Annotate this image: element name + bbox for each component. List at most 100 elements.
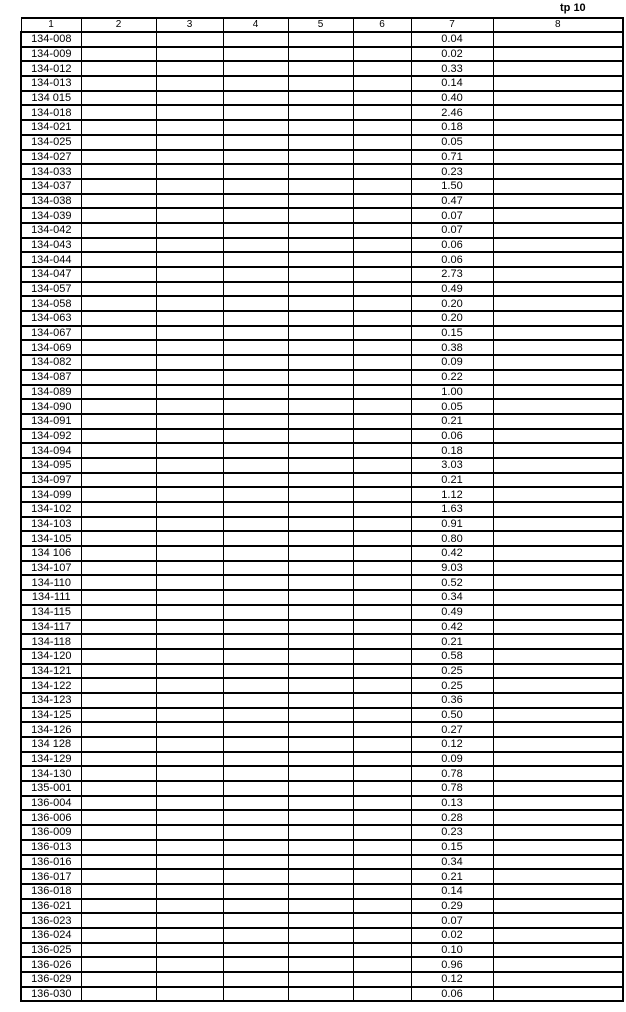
table-row: 134-039 0.07 bbox=[20, 207, 624, 224]
table-row: 134-126 0.27 bbox=[20, 721, 624, 738]
cell-empty bbox=[287, 619, 354, 636]
cell-empty bbox=[80, 398, 157, 415]
cell-empty bbox=[222, 721, 289, 738]
cell-empty bbox=[492, 545, 624, 562]
cell-id: 134-103 bbox=[20, 516, 82, 533]
cell-id: 135-001 bbox=[20, 780, 82, 797]
cell-value: 0.22 bbox=[410, 369, 494, 386]
cell-empty bbox=[80, 898, 157, 915]
cell-value: 0.10 bbox=[410, 942, 494, 959]
column-header-8: 8 bbox=[492, 17, 624, 33]
cell-id: 134-058 bbox=[20, 295, 82, 313]
table-row: 134-044 0.06 bbox=[20, 251, 624, 268]
cell-empty bbox=[352, 413, 412, 430]
cell-id: 134-021 bbox=[20, 119, 82, 136]
cell-empty bbox=[80, 824, 157, 841]
cell-empty bbox=[287, 721, 354, 738]
cell-value: 0.80 bbox=[410, 530, 494, 548]
cell-empty bbox=[352, 648, 412, 665]
cell-empty bbox=[80, 354, 157, 371]
cell-empty bbox=[155, 486, 224, 503]
cell-empty bbox=[352, 721, 412, 738]
cell-empty bbox=[155, 90, 224, 107]
cell-empty bbox=[155, 633, 224, 650]
cell-value: 1.50 bbox=[410, 178, 494, 195]
cell-empty bbox=[155, 809, 224, 827]
cell-value: 0.18 bbox=[410, 442, 494, 459]
cell-empty bbox=[80, 854, 157, 871]
cell-empty bbox=[222, 472, 289, 489]
cell-empty bbox=[352, 295, 412, 313]
table-row: 134-063 0.20 bbox=[20, 310, 624, 327]
cell-empty bbox=[492, 457, 624, 474]
cell-id: 134-115 bbox=[20, 604, 82, 621]
cell-id: 136-013 bbox=[20, 839, 82, 856]
cell-empty bbox=[222, 809, 289, 827]
cell-empty bbox=[155, 266, 224, 283]
cell-empty bbox=[80, 942, 157, 959]
table-row: 134-111 0.34 bbox=[20, 589, 624, 606]
cell-empty bbox=[155, 251, 224, 268]
cell-value: 0.06 bbox=[410, 428, 494, 445]
cell-value: 0.23 bbox=[410, 824, 494, 841]
cell-empty bbox=[80, 736, 157, 753]
cell-empty bbox=[287, 854, 354, 871]
cell-empty bbox=[287, 75, 354, 92]
cell-empty bbox=[80, 560, 157, 577]
cell-empty bbox=[222, 501, 289, 518]
cell-value: 0.96 bbox=[410, 956, 494, 973]
cell-empty bbox=[352, 619, 412, 636]
cell-empty bbox=[80, 971, 157, 988]
cell-empty bbox=[155, 604, 224, 621]
cell-empty bbox=[352, 339, 412, 357]
cell-value: 0.06 bbox=[410, 237, 494, 254]
cell-empty bbox=[492, 31, 624, 48]
cell-empty bbox=[155, 398, 224, 415]
cell-empty bbox=[80, 251, 157, 268]
cell-empty bbox=[80, 413, 157, 430]
cell-empty bbox=[352, 310, 412, 327]
cell-id: 134-082 bbox=[20, 354, 82, 371]
cell-id: 136-021 bbox=[20, 898, 82, 915]
cell-empty bbox=[155, 501, 224, 518]
cell-value: 0.25 bbox=[410, 677, 494, 694]
cell-empty bbox=[222, 824, 289, 841]
cell-empty bbox=[287, 516, 354, 533]
cell-empty bbox=[492, 648, 624, 665]
cell-empty bbox=[492, 384, 624, 401]
cell-empty bbox=[155, 134, 224, 151]
cell-empty bbox=[352, 266, 412, 283]
cell-id: 134-044 bbox=[20, 251, 82, 268]
cell-empty bbox=[155, 413, 224, 430]
cell-empty bbox=[222, 369, 289, 386]
cell-empty bbox=[222, 222, 289, 239]
cell-empty bbox=[492, 310, 624, 327]
cell-empty bbox=[155, 898, 224, 915]
cell-empty bbox=[80, 604, 157, 621]
cell-empty bbox=[492, 104, 624, 122]
cell-empty bbox=[80, 207, 157, 224]
cell-empty bbox=[287, 163, 354, 180]
cell-empty bbox=[80, 633, 157, 650]
cell-empty bbox=[80, 104, 157, 122]
cell-empty bbox=[155, 310, 224, 327]
cell-empty bbox=[352, 604, 412, 621]
cell-value: 0.50 bbox=[410, 707, 494, 724]
cell-empty bbox=[80, 516, 157, 533]
cell-value: 0.27 bbox=[410, 721, 494, 738]
cell-empty bbox=[80, 60, 157, 78]
table-row: 134-047 2.73 bbox=[20, 266, 624, 283]
cell-empty bbox=[352, 868, 412, 885]
cell-empty bbox=[352, 501, 412, 518]
cell-id: 134-117 bbox=[20, 619, 82, 636]
cell-empty bbox=[287, 956, 354, 973]
cell-empty bbox=[352, 237, 412, 254]
cell-empty bbox=[222, 956, 289, 973]
cell-empty bbox=[155, 237, 224, 254]
cell-value: 0.09 bbox=[410, 354, 494, 371]
cell-empty bbox=[352, 751, 412, 768]
cell-empty bbox=[492, 442, 624, 459]
cell-empty bbox=[352, 398, 412, 415]
cell-value: 0.15 bbox=[410, 325, 494, 342]
cell-empty bbox=[287, 325, 354, 342]
